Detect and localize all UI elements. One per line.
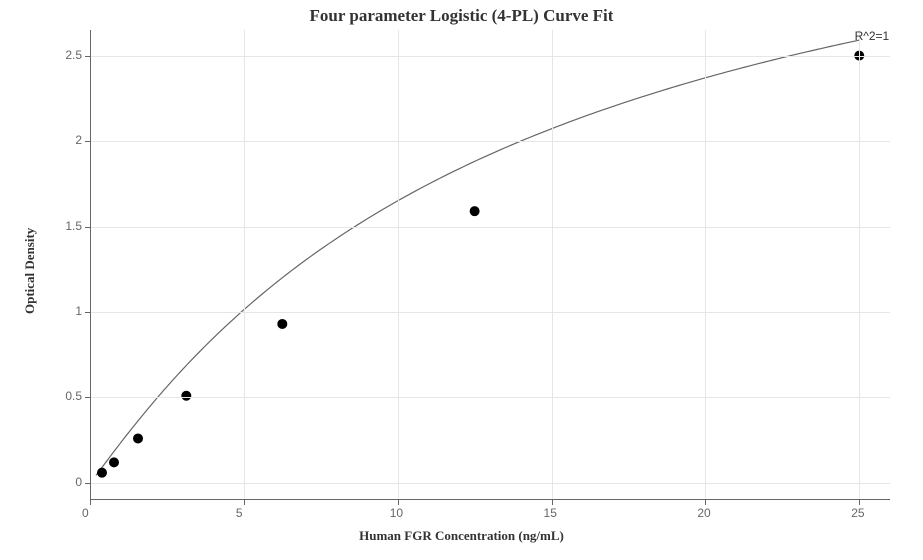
gridline-vertical [552, 30, 553, 500]
y-tick-label: 1.5 [65, 219, 82, 233]
x-axis-label: Human FGR Concentration (ng/mL) [0, 528, 923, 544]
x-tick-mark [859, 500, 860, 505]
chart-container: Four parameter Logistic (4-PL) Curve Fit… [0, 0, 923, 560]
data-point [110, 458, 119, 467]
y-tick-mark [85, 56, 90, 57]
gridline-horizontal [90, 312, 890, 313]
fit-curve [96, 40, 859, 475]
gridline-horizontal [90, 141, 890, 142]
y-tick-mark [85, 397, 90, 398]
x-tick-mark [705, 500, 706, 505]
y-axis-label: Optical Density [22, 227, 38, 313]
gridline-horizontal [90, 227, 890, 228]
chart-title: Four parameter Logistic (4-PL) Curve Fit [0, 6, 923, 26]
gridline-vertical [859, 30, 860, 500]
y-tick-mark [85, 312, 90, 313]
gridline-horizontal [90, 397, 890, 398]
gridline-vertical [244, 30, 245, 500]
gridline-horizontal [90, 483, 890, 484]
gridline-vertical [705, 30, 706, 500]
plot-svg [90, 30, 890, 500]
x-tick-label: 15 [544, 506, 557, 520]
data-point [182, 391, 191, 400]
y-tick-label: 0 [75, 475, 82, 489]
y-tick-mark [85, 483, 90, 484]
data-point [278, 319, 287, 328]
data-point [98, 468, 107, 477]
data-point [470, 207, 479, 216]
data-point [134, 434, 143, 443]
y-tick-mark [85, 141, 90, 142]
y-axis-line [90, 30, 91, 500]
x-axis-line [90, 499, 890, 500]
r-squared-annotation: R^2=1 [855, 29, 890, 43]
y-tick-label: 0.5 [65, 389, 82, 403]
plot-area [90, 30, 890, 500]
y-tick-mark [85, 227, 90, 228]
x-tick-label: 25 [851, 506, 864, 520]
x-tick-label: 10 [390, 506, 403, 520]
x-tick-mark [398, 500, 399, 505]
y-tick-label: 2.5 [65, 48, 82, 62]
y-tick-label: 1 [75, 304, 82, 318]
gridline-vertical [398, 30, 399, 500]
x-tick-mark [244, 500, 245, 505]
y-tick-label: 2 [75, 133, 82, 147]
x-tick-mark [90, 500, 91, 505]
gridline-horizontal [90, 56, 890, 57]
x-tick-label: 20 [697, 506, 710, 520]
x-tick-label: 5 [236, 506, 243, 520]
x-tick-mark [552, 500, 553, 505]
x-tick-label: 0 [82, 506, 89, 520]
